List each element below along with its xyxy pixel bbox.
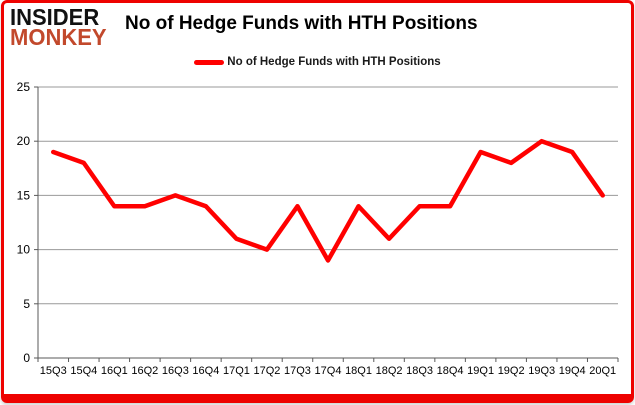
y-tick-label: 15 bbox=[17, 188, 31, 202]
x-tick-label: 16Q3 bbox=[162, 365, 189, 377]
logo-monkey-text: MONKEY bbox=[10, 24, 107, 51]
legend-line-marker bbox=[194, 59, 225, 65]
y-tick-label: 20 bbox=[17, 134, 31, 148]
x-tick-label: 20Q1 bbox=[589, 365, 616, 377]
legend: No of Hedge Funds with HTH Positions bbox=[0, 56, 635, 68]
x-tick-label: 18Q2 bbox=[376, 365, 403, 377]
x-tick-label: 17Q4 bbox=[315, 365, 342, 377]
x-tick-label: 18Q3 bbox=[406, 365, 433, 377]
x-tick-label: 16Q1 bbox=[101, 365, 128, 377]
insider-monkey-logo: INSIDER MONKEY bbox=[10, 3, 107, 51]
x-tick-label: 17Q1 bbox=[223, 365, 250, 377]
legend-label: No of Hedge Funds with HTH Positions bbox=[227, 56, 441, 68]
x-tick-label: 17Q3 bbox=[284, 365, 311, 377]
x-tick-label: 15Q3 bbox=[40, 365, 67, 377]
x-tick-label: 17Q2 bbox=[253, 365, 280, 377]
x-tick-label: 16Q4 bbox=[192, 365, 219, 377]
x-tick-label: 15Q4 bbox=[70, 365, 97, 377]
x-tick-label: 16Q2 bbox=[131, 365, 158, 377]
y-tick-label: 0 bbox=[23, 351, 30, 365]
x-tick-label: 18Q1 bbox=[345, 365, 372, 377]
y-tick-label: 10 bbox=[17, 243, 31, 257]
series-line bbox=[51, 138, 605, 263]
y-tick-label: 5 bbox=[23, 297, 30, 311]
x-tick-label: 18Q4 bbox=[437, 365, 464, 377]
x-tick-label: 19Q3 bbox=[528, 365, 555, 377]
x-tick-label: 19Q4 bbox=[559, 365, 586, 377]
x-tick-label: 19Q2 bbox=[498, 365, 525, 377]
y-tick-label: 25 bbox=[17, 80, 31, 94]
logo-insider-text: INSIDER bbox=[10, 3, 100, 31]
x-tick-label: 19Q1 bbox=[467, 365, 494, 377]
chart-title: No of Hedge Funds with HTH Positions bbox=[125, 13, 478, 34]
